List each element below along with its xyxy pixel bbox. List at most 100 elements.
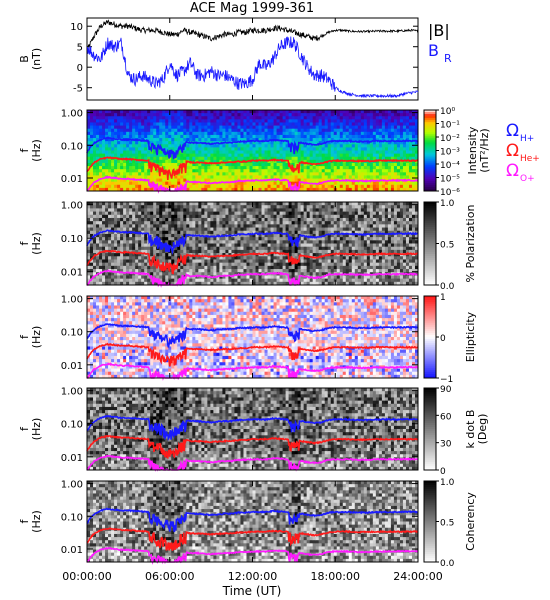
intensity-cell	[288, 125, 293, 130]
intensity-cell	[375, 147, 380, 151]
intensity-colorbar-tick-label: 10⁻³	[440, 148, 460, 158]
intensity-cell	[405, 162, 410, 167]
polarization-cell	[261, 230, 265, 235]
intensity-cell	[414, 181, 419, 186]
intensity-cell	[108, 128, 112, 133]
polarization-cell	[138, 202, 142, 206]
intensity-cell	[243, 181, 247, 186]
intensity-cell	[180, 144, 184, 148]
intensity-cell	[180, 141, 184, 145]
intensity-cell	[90, 153, 94, 158]
intensity-cell	[171, 166, 175, 170]
intensity-cell	[237, 172, 241, 176]
polarization-cell	[267, 256, 271, 260]
polarization-cell	[213, 205, 217, 209]
intensity-cell	[240, 122, 244, 126]
polarization-cell	[270, 243, 274, 248]
intensity-cell	[99, 162, 103, 167]
polarization-cell	[285, 221, 290, 225]
intensity-cell	[141, 166, 145, 170]
polarization-cell	[132, 269, 136, 273]
intensity-cell	[159, 119, 163, 123]
polarization-cell	[213, 249, 217, 254]
polarization-cell	[114, 256, 118, 260]
intensity-cell	[399, 166, 404, 170]
polarization-cell	[192, 237, 196, 241]
polarization-cell	[102, 205, 106, 209]
intensity-cell	[342, 122, 347, 126]
polarization-cell	[303, 272, 308, 276]
intensity-cell	[300, 134, 305, 139]
intensity-cell	[351, 153, 356, 158]
intensity-cell	[156, 138, 160, 142]
intensity-cell	[261, 125, 265, 130]
polarization-cell	[132, 233, 136, 238]
polarization-cell	[207, 278, 211, 283]
polarization-cell	[246, 256, 250, 260]
polarization-cell	[159, 224, 163, 228]
polarization-cell	[288, 269, 293, 273]
intensity-cell	[231, 162, 235, 167]
polarization-cell	[222, 227, 226, 232]
intensity-cell	[255, 144, 259, 148]
polarization-cell	[102, 208, 106, 212]
polarization-cell	[297, 272, 302, 276]
intensity-cell	[195, 131, 199, 136]
intensity-cell	[357, 147, 362, 151]
polarization-cell	[195, 205, 199, 209]
polarization-cell	[108, 243, 112, 248]
polarization-cell	[156, 256, 160, 260]
polarization-cell	[144, 211, 148, 216]
polarization-cell	[285, 208, 290, 212]
intensity-cell	[249, 113, 253, 117]
polarization-cell	[255, 233, 259, 238]
intensity-cell	[144, 153, 148, 158]
polarization-cell	[297, 221, 302, 225]
polarization-cell	[147, 243, 151, 248]
polarization-cell	[252, 265, 256, 270]
intensity-cell	[264, 122, 268, 126]
intensity-cell	[111, 119, 115, 123]
polarization-cell	[312, 233, 317, 238]
polarization-cell	[105, 208, 109, 212]
polarization-cell	[246, 237, 250, 241]
polarization-cell	[216, 237, 220, 241]
polarization-cell	[99, 233, 103, 238]
intensity-cell	[270, 110, 274, 114]
intensity-cell	[258, 116, 262, 120]
polarization-cell	[126, 227, 130, 232]
intensity-cell	[135, 141, 139, 145]
intensity-cell	[93, 184, 97, 189]
polarization-cell	[153, 217, 157, 222]
intensity-cell	[369, 175, 374, 179]
polarization-cell	[153, 211, 157, 216]
intensity-cell	[180, 181, 184, 186]
polarization-cell	[282, 240, 286, 244]
intensity-cell	[414, 187, 419, 192]
intensity-cell	[300, 184, 305, 189]
intensity-cell	[183, 134, 187, 139]
polarization-cell	[117, 259, 121, 264]
intensity-cell	[243, 122, 247, 126]
intensity-cell	[222, 134, 226, 139]
polarization-cell	[243, 259, 247, 264]
polarization-cell	[240, 237, 244, 241]
intensity-colorbar-step	[424, 120, 436, 123]
polarization-cell	[111, 208, 115, 212]
polarization-cell	[123, 246, 127, 251]
intensity-cell	[186, 166, 190, 170]
intensity-cell	[129, 172, 133, 176]
intensity-cell	[333, 175, 338, 179]
intensity-colorbar-step	[424, 170, 436, 174]
polarization-cell	[291, 208, 296, 212]
polarization-cell	[207, 256, 211, 260]
polarization-cell	[279, 265, 283, 270]
polarization-cell	[216, 221, 220, 225]
polarization-cell	[171, 208, 175, 212]
intensity-cell	[348, 175, 353, 179]
polarization-cell	[153, 272, 157, 276]
intensity-cell	[204, 178, 208, 183]
intensity-cell	[282, 156, 286, 161]
intensity-cell	[381, 153, 386, 158]
polarization-cell	[132, 246, 136, 251]
